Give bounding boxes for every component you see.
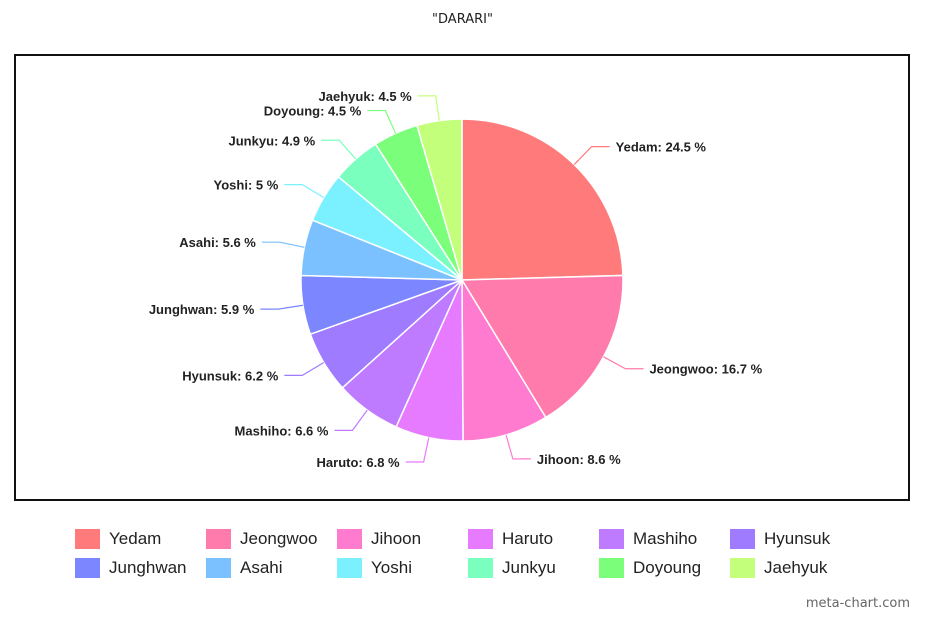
legend-label: Junghwan [109,558,187,577]
legend-item[interactable]: Junkyu [468,558,556,578]
leader-line [321,139,357,160]
credit-link[interactable]: meta-chart.com [805,596,910,611]
pie-chart: Yedam: 24.5 % Jeongwoo: 16.7 % Jihoon: 8.6… [149,89,763,470]
legend-item[interactable]: Jeongwoo [206,529,318,549]
legend-item[interactable]: Yoshi [337,558,412,578]
legend-swatch [468,529,493,549]
leader-line [603,356,644,370]
legend-label: Yedam [109,529,162,548]
legend-swatch [730,529,755,549]
data-label: Hyunsuk: 6.2 % [182,368,279,383]
legend-label: Asahi [240,558,283,577]
data-label: Haruto: 6.8 % [317,455,401,470]
leader-line [284,184,325,198]
legend-item[interactable]: Asahi [206,558,283,578]
legend-swatch [75,558,100,578]
pie-slice-jihoon [461,277,547,442]
legend-swatch [730,558,755,578]
legend-item[interactable]: Doyoung [599,558,701,578]
legend-item[interactable]: Mashiho [599,529,697,549]
legend-swatch [468,558,493,578]
legend-item[interactable]: Jaehyuk [730,558,827,578]
legend-swatch [75,529,100,549]
legend-swatch [206,558,231,578]
data-label: Jihoon: 8.6 % [537,452,621,467]
legend-label: Hyunsuk [764,529,831,548]
chart-frame [14,54,910,501]
leader-line [260,304,304,310]
legend-label: Jihoon [371,529,422,548]
data-label: Yoshi: 5 % [214,178,279,193]
data-label: Mashiho: 6.6 % [235,423,329,438]
legend-swatch [599,558,624,578]
data-label: Asahi: 5.6 % [179,235,256,250]
legend-swatch [337,529,362,549]
pie-slice-jaehyuk [416,118,463,281]
leader-line [417,95,440,121]
leader-line [367,109,397,134]
legend-label: Doyoung [633,558,702,577]
leader-line [261,241,305,248]
data-label: Jeongwoo: 16.7 % [649,362,762,377]
pie-slice-jeongwoo [460,274,624,419]
legend-label: Haruto [502,529,554,548]
legend-item[interactable]: Jihoon [337,529,421,549]
legend-item[interactable]: Junghwan [75,558,187,578]
legend-item[interactable]: Hyunsuk [730,529,830,549]
legend-swatch [337,558,362,578]
leader-line [505,434,531,460]
legend-label: Mashiho [633,529,698,548]
data-label: Jaehyuk: 4.5 % [319,89,413,104]
data-label: Yedam: 24.5 % [616,140,707,155]
legend-label: Jaehyuk [764,558,828,577]
leader-line [573,146,610,165]
legend-swatch [599,529,624,549]
leader-line [405,437,430,463]
data-label: Doyoung: 4.5 % [264,104,362,119]
legend-label: Junkyu [502,558,556,577]
legend-label: Jeongwoo [240,529,318,548]
legend-label: Yoshi [371,558,412,577]
legend-item[interactable]: Yedam [75,529,161,549]
leader-line [334,409,368,431]
legend-item[interactable]: Haruto [468,529,553,549]
leader-line [284,362,325,376]
chart-title: "DARARI" [432,12,493,27]
data-label: Junkyu: 4.9 % [229,133,316,148]
data-label: Junghwan: 5.9 % [149,302,255,317]
pie-slice-yedam [461,118,624,281]
legend-swatch [206,529,231,549]
